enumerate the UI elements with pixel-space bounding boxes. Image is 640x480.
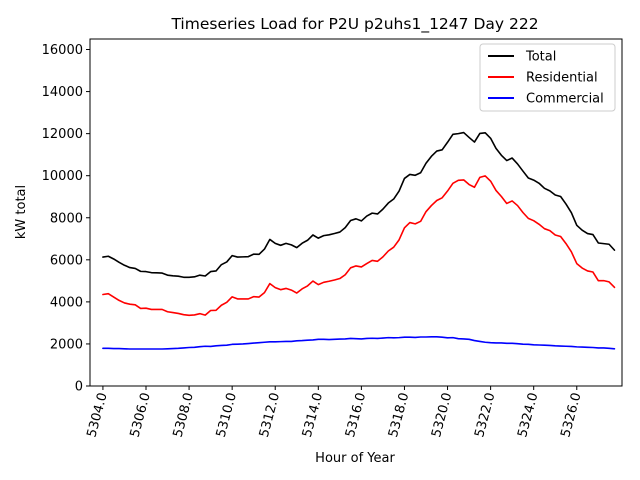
y-tick-label: 12000: [42, 127, 83, 142]
y-tick-label: 14000: [42, 85, 83, 100]
legend: Total Residential Commercial: [479, 43, 616, 112]
y-tick-label: 16000: [42, 43, 83, 58]
y-tick-label: 6000: [50, 253, 83, 268]
legend-box: [479, 43, 616, 112]
legend-label-commercial: Commercial: [526, 92, 604, 107]
legend-label-total: Total: [525, 50, 556, 65]
x-axis-label: Hour of Year: [315, 451, 395, 466]
y-tick-label: 4000: [50, 295, 83, 310]
y-tick-label: 2000: [50, 337, 83, 352]
legend-label-residential: Residential: [526, 71, 598, 86]
series-lines: [102, 131, 616, 350]
y-axis-label: kW total: [14, 185, 29, 239]
series-line-total: [102, 131, 616, 279]
plot-frame: [89, 38, 623, 387]
series-line-residential: [102, 175, 616, 317]
y-tick-label: 10000: [42, 169, 83, 184]
y-tick-label: 0: [75, 380, 83, 395]
series-line-commercial: [102, 335, 616, 350]
chart-title: Timeseries Load for P2U p2uhs1_1247 Day …: [170, 15, 538, 34]
y-tick-label: 8000: [50, 211, 83, 226]
